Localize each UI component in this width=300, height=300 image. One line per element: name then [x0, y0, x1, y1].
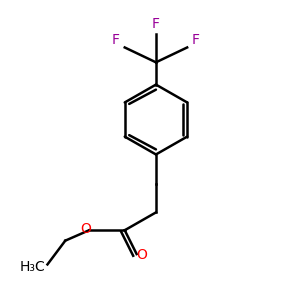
- Text: F: F: [192, 33, 200, 47]
- Text: O: O: [136, 248, 147, 262]
- Text: O: O: [81, 222, 92, 236]
- Text: H₃C: H₃C: [20, 260, 46, 274]
- Text: F: F: [152, 17, 160, 31]
- Text: F: F: [112, 33, 120, 47]
